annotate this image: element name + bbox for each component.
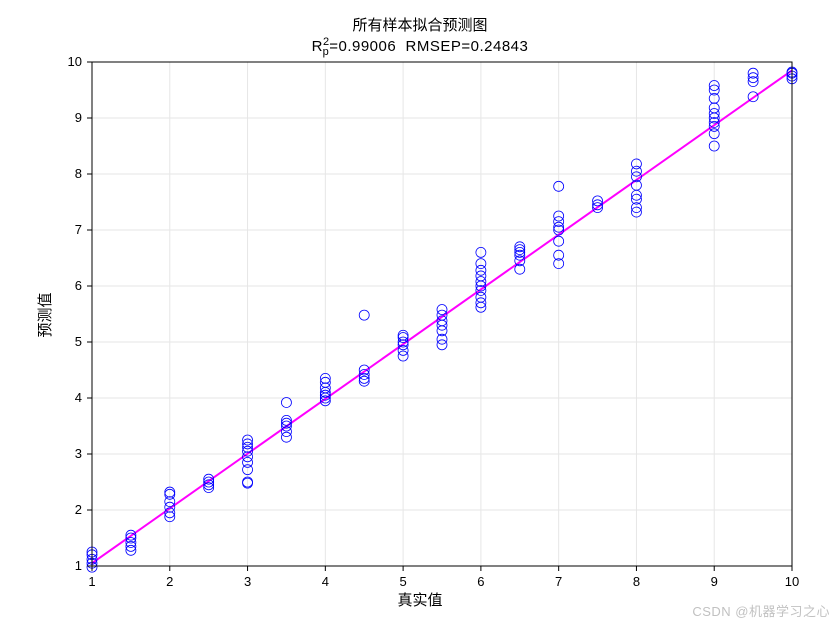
y-tick-label: 2 xyxy=(75,502,82,517)
x-tick-label: 2 xyxy=(166,574,173,589)
x-tick-label: 3 xyxy=(244,574,251,589)
x-tick-label: 1 xyxy=(88,574,95,589)
x-tick-label: 7 xyxy=(555,574,562,589)
x-tick-label: 9 xyxy=(711,574,718,589)
y-tick-label: 8 xyxy=(75,166,82,181)
chart-container: 所有样本拟合预测图 R2p=0.99006 RMSEP=0.24843 真实值 … xyxy=(0,0,840,630)
x-tick-label: 4 xyxy=(322,574,329,589)
watermark: CSDN @机器学习之心 xyxy=(692,601,830,620)
x-tick-label: 10 xyxy=(785,574,799,589)
y-tick-label: 9 xyxy=(75,110,82,125)
x-tick-label: 5 xyxy=(399,574,406,589)
x-tick-label: 8 xyxy=(633,574,640,589)
y-tick-label: 5 xyxy=(75,334,82,349)
y-tick-label: 10 xyxy=(68,54,82,69)
y-tick-label: 1 xyxy=(75,558,82,573)
y-tick-label: 6 xyxy=(75,278,82,293)
y-tick-label: 7 xyxy=(75,222,82,237)
x-tick-label: 6 xyxy=(477,574,484,589)
plot-svg: 1 2 3 4 5 6 7 8 9 10 1 2 3 4 5 6 7 8 9 10 xyxy=(0,0,840,630)
y-tick-label: 4 xyxy=(75,390,82,405)
y-tick-label: 3 xyxy=(75,446,82,461)
